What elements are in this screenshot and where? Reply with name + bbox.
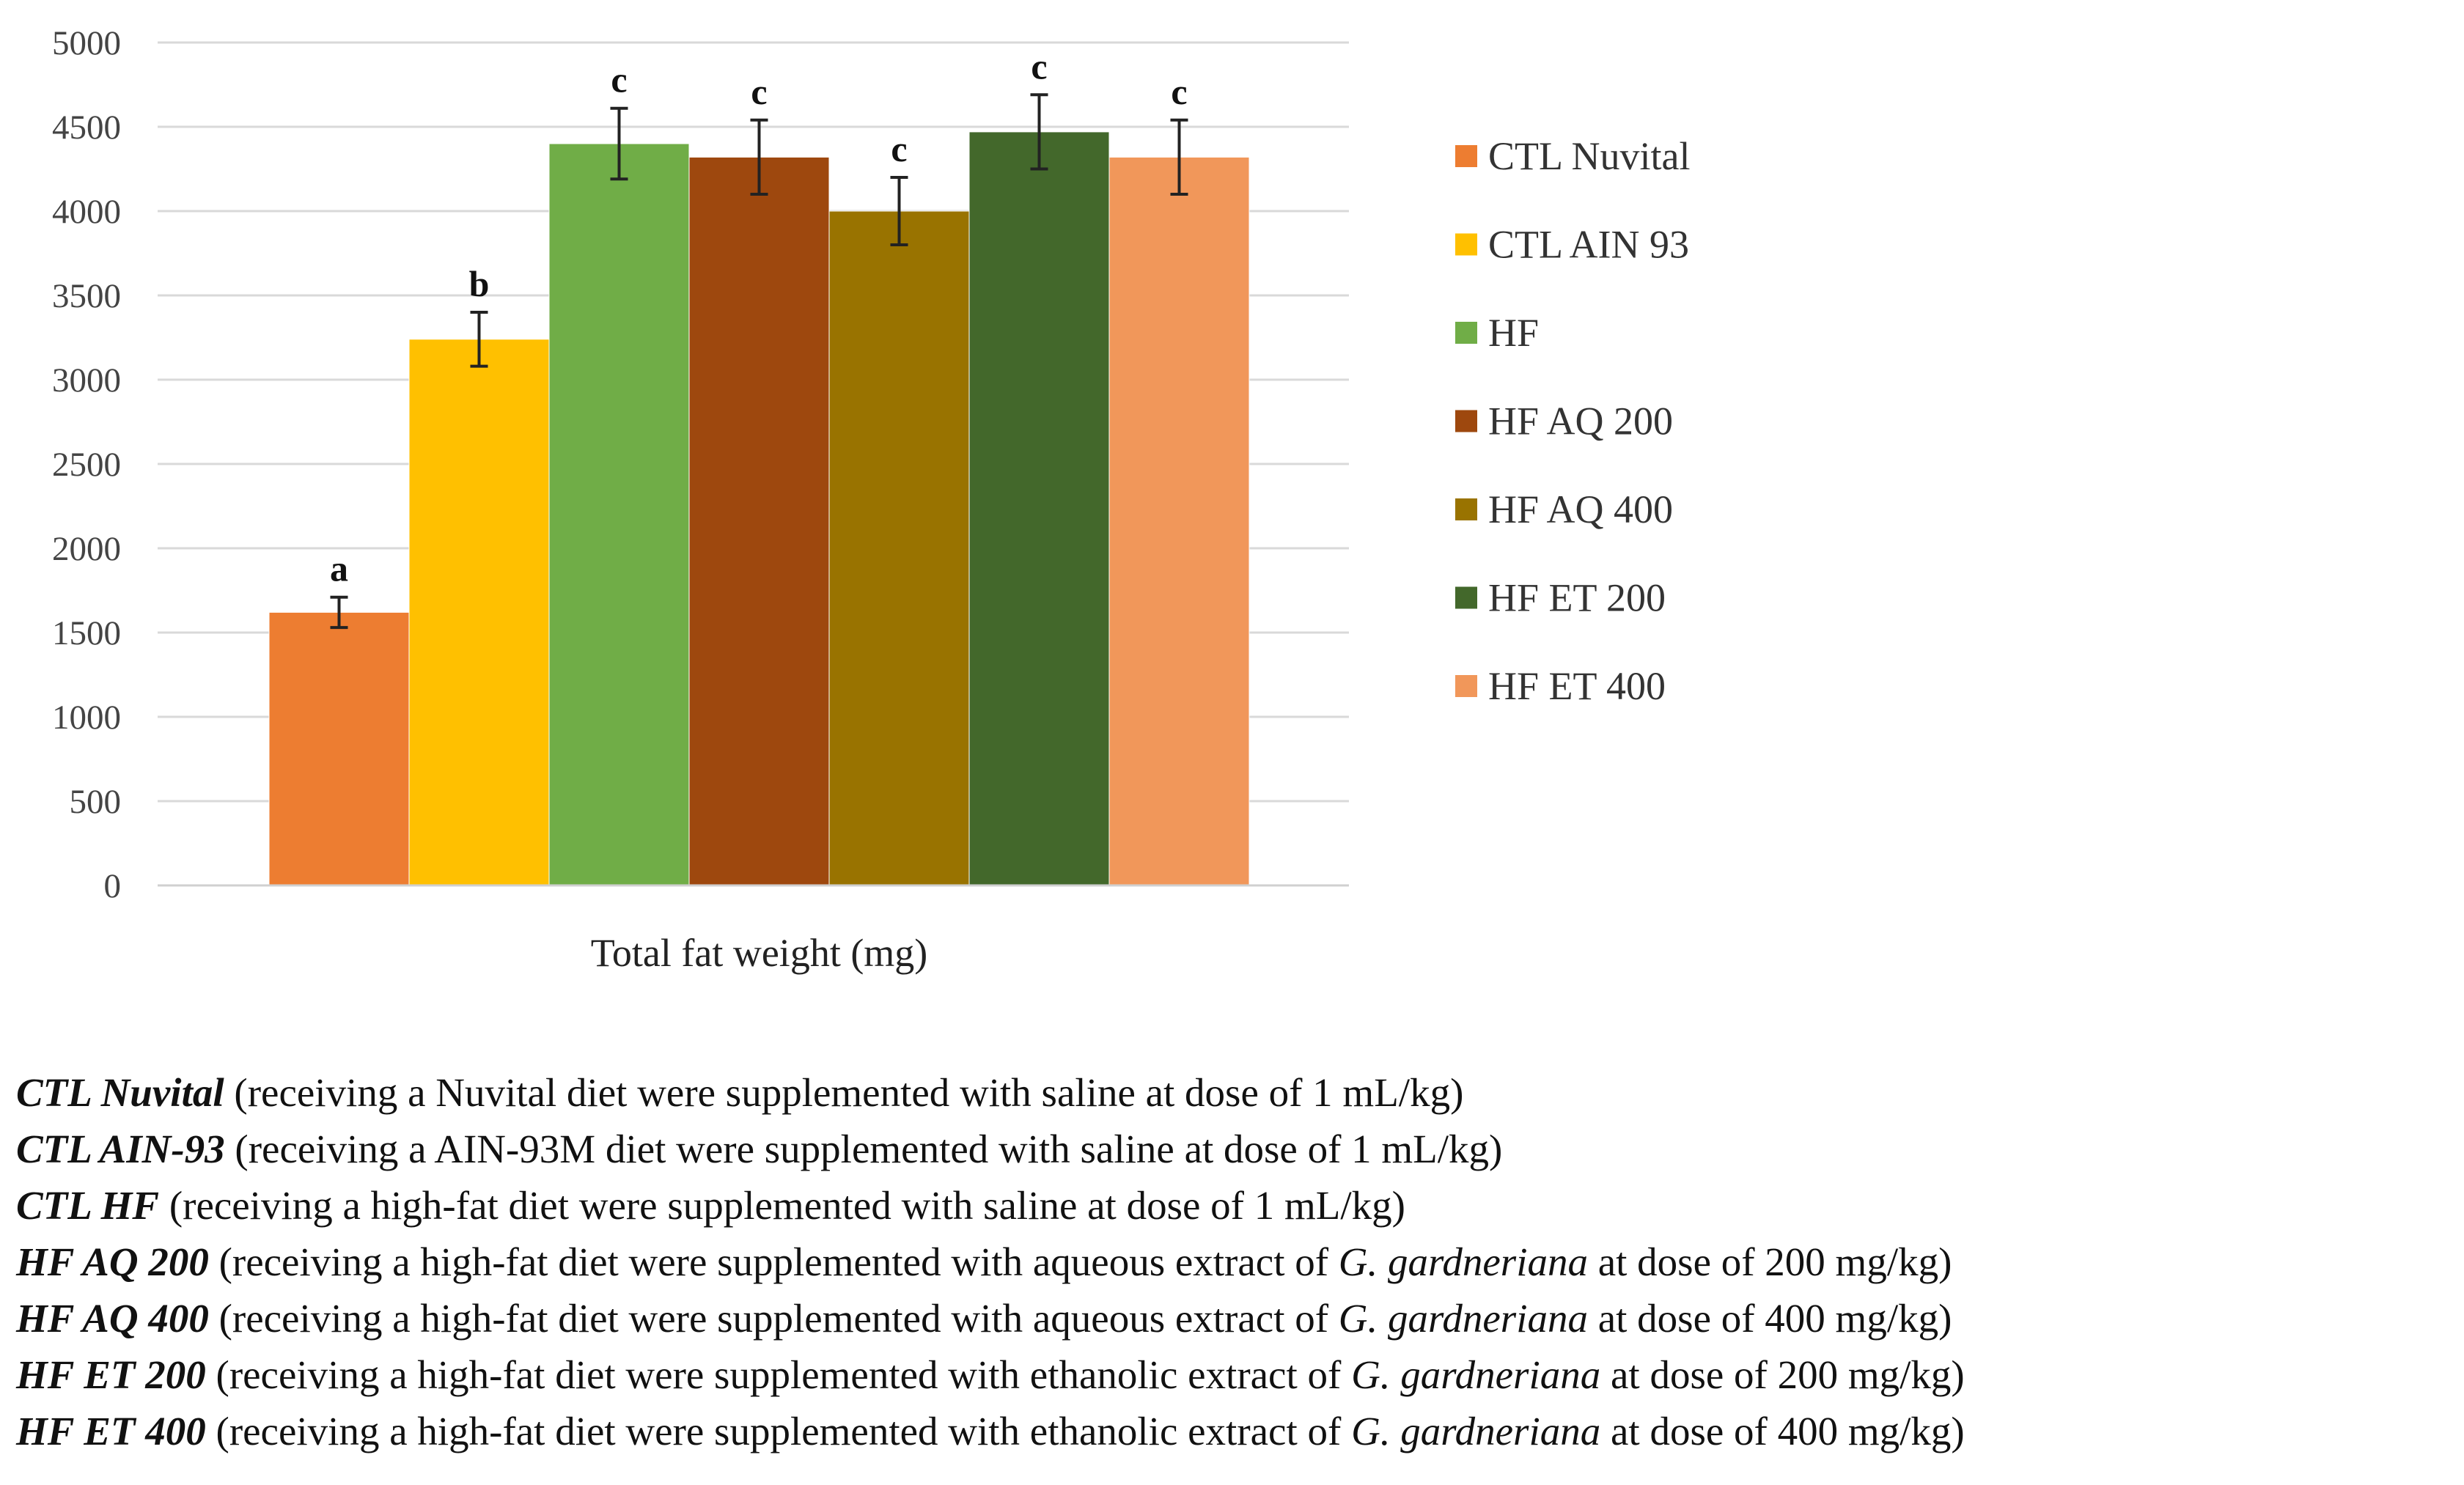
bar-chart: 0 500 1000 1500 2000 2500 3000 3500 4000 4500 5000…	[52, 24, 1690, 975]
error-bars	[330, 93, 1188, 630]
significance-label: a	[330, 548, 348, 589]
caption-description-tail: at dose of 400 mg/kg)	[1600, 1409, 1965, 1453]
caption-abbreviation: HF ET 200	[16, 1352, 206, 1397]
y-tick-label: 1500	[52, 614, 121, 652]
caption-description: (receiving a high-fat diet were suppleme…	[205, 1409, 1352, 1453]
significance-label: b	[469, 263, 490, 304]
error-bar	[890, 176, 908, 246]
significance-label: c	[891, 128, 907, 169]
caption-description-tail: at dose of 200 mg/kg)	[1587, 1239, 1952, 1284]
caption-description-tail: at dose of 400 mg/kg)	[1587, 1296, 1952, 1341]
caption-species: G. gardneriana	[1338, 1296, 1588, 1341]
y-tick-label: 2500	[52, 446, 121, 484]
error-bar	[1030, 93, 1048, 171]
y-tick-label: 5000	[52, 24, 121, 62]
caption-description: (receiving a high-fat diet were suppleme…	[159, 1183, 1405, 1228]
y-tick-label: 500	[70, 783, 122, 821]
caption-line: CTL AIN-93 (receiving a AIN-93M diet wer…	[16, 1121, 2457, 1177]
caption-line: HF AQ 400 (receiving a high-fat diet wer…	[16, 1290, 2457, 1346]
caption-description: (receiving a high-fat diet were suppleme…	[205, 1352, 1352, 1397]
caption-description: (receiving a high-fat diet were suppleme…	[208, 1239, 1339, 1284]
legend-swatch	[1455, 586, 1477, 609]
figure-caption: CTL Nuvital (receiving a Nuvital diet we…	[16, 1064, 2457, 1459]
x-axis-title: Total fat weight (mg)	[591, 931, 928, 975]
significance-labels: a b c c c c c	[330, 45, 1188, 589]
legend-label: HF	[1488, 311, 1539, 355]
bars	[268, 131, 1250, 886]
caption-abbreviation: HF AQ 400	[16, 1296, 209, 1341]
legend-label: CTL AIN 93	[1488, 223, 1689, 267]
error-bar	[470, 311, 488, 368]
caption-species: G. gardneriana	[1351, 1409, 1601, 1453]
legend-swatch	[1455, 498, 1477, 520]
bar-hf-et-200	[968, 131, 1110, 886]
legend-swatch	[1455, 410, 1477, 432]
y-tick-label: 3000	[52, 361, 121, 399]
caption-line: CTL Nuvital (receiving a Nuvital diet we…	[16, 1064, 2457, 1121]
caption-line: HF ET 200 (receiving a high-fat diet wer…	[16, 1346, 2457, 1403]
bar-ctl-nuvital	[268, 611, 410, 886]
caption-abbreviation: CTL Nuvital	[16, 1070, 224, 1115]
y-tick-label: 2000	[52, 530, 121, 568]
legend-swatch	[1455, 233, 1477, 256]
legend-label: HF AQ 200	[1488, 399, 1673, 443]
caption-species: G. gardneriana	[1351, 1352, 1601, 1397]
legend-label: HF ET 200	[1488, 576, 1666, 620]
caption-description: (receiving a AIN-93M diet were supplemen…	[224, 1127, 1503, 1171]
error-bar	[610, 106, 628, 181]
caption-species: G. gardneriana	[1338, 1239, 1588, 1284]
y-axis-ticks: 0 500 1000 1500 2000 2500 3000 3500 4000 4500 5000	[52, 24, 121, 905]
legend-swatch	[1455, 322, 1477, 344]
y-tick-label: 0	[104, 867, 122, 905]
bar-hf-aq-200	[688, 156, 830, 886]
legend-label: HF AQ 400	[1488, 487, 1673, 531]
bar-hf-et-400	[1108, 156, 1250, 886]
caption-abbreviation: HF ET 400	[16, 1409, 206, 1453]
error-bar	[330, 595, 348, 630]
y-tick-label: 4500	[52, 108, 121, 147]
significance-label: c	[611, 59, 627, 100]
bar-hf	[548, 143, 690, 886]
legend: CTL Nuvital CTL AIN 93 HF HF AQ 200 HF AQ 40…	[1455, 134, 1690, 708]
significance-label: c	[1031, 45, 1047, 86]
y-tick-label: 1000	[52, 699, 121, 737]
y-tick-label: 3500	[52, 277, 121, 315]
legend-label: HF ET 400	[1488, 664, 1666, 708]
caption-abbreviation: CTL HF	[16, 1183, 160, 1228]
bar-ctl-ain-93	[408, 339, 550, 886]
legend-swatch	[1455, 145, 1477, 167]
error-bar	[1170, 118, 1188, 196]
caption-description: (receiving a Nuvital diet were supplemen…	[224, 1070, 1464, 1115]
caption-abbreviation: HF AQ 200	[16, 1239, 209, 1284]
error-bar	[750, 118, 768, 196]
significance-label: c	[751, 71, 767, 112]
caption-abbreviation: CTL AIN-93	[16, 1127, 225, 1171]
y-tick-label: 4000	[52, 193, 121, 231]
legend-label: CTL Nuvital	[1488, 134, 1690, 178]
caption-line: CTL HF (receiving a high-fat diet were s…	[16, 1177, 2457, 1234]
caption-description-tail: at dose of 200 mg/kg)	[1600, 1352, 1965, 1397]
bar-hf-aq-400	[828, 210, 970, 886]
significance-label: c	[1171, 71, 1187, 112]
caption-description: (receiving a high-fat diet were suppleme…	[208, 1296, 1339, 1341]
caption-line: HF ET 400 (receiving a high-fat diet wer…	[16, 1403, 2457, 1459]
caption-line: HF AQ 200 (receiving a high-fat diet wer…	[16, 1234, 2457, 1290]
legend-swatch	[1455, 675, 1477, 697]
